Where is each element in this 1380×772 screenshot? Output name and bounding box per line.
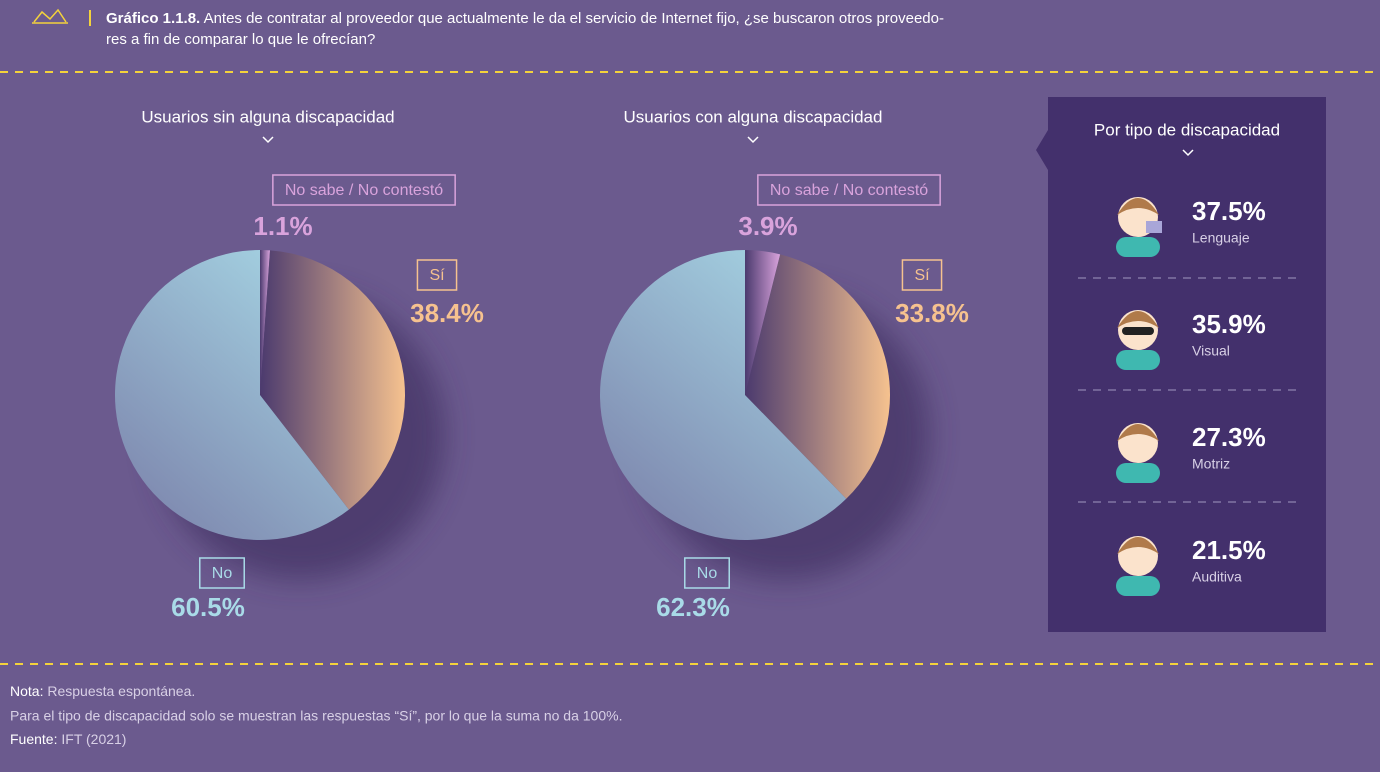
note: Nota: Respuesta espontánea. <box>10 683 195 699</box>
panel-value: 21.5% <box>1192 535 1266 565</box>
chevron <box>748 137 758 142</box>
panel-title: Por tipo de discapacidad <box>1094 120 1280 139</box>
value-label: 33.8% <box>895 298 969 328</box>
value-label: 3.9% <box>738 211 797 241</box>
source-label: Fuente: <box>10 731 57 747</box>
icon-body <box>1116 463 1160 483</box>
note-text: Respuesta espontánea. <box>47 683 195 699</box>
panel-label: Visual <box>1192 343 1230 359</box>
panel-value: 27.3% <box>1192 422 1266 452</box>
note-label: Nota: <box>10 683 43 699</box>
panel-label: Auditiva <box>1192 569 1242 585</box>
category-label: Sí <box>914 267 930 284</box>
page: Gráfico 1.1.8. Antes de contratar al pro… <box>0 0 1380 772</box>
panel-value: 37.5% <box>1192 196 1266 226</box>
icon-body <box>1116 576 1160 596</box>
note-line: Para el tipo de discapacidad solo se mue… <box>10 708 622 724</box>
panel-label: Lenguaje <box>1192 230 1250 246</box>
icon-body <box>1116 237 1160 257</box>
source: Fuente: IFT (2021) <box>10 731 126 747</box>
header-text2: res a fin de comparar lo que le ofrecían… <box>106 31 375 48</box>
category-label: No <box>212 565 233 582</box>
pie-title: Usuarios con alguna discapacidad <box>624 107 883 126</box>
header-icon <box>32 10 68 23</box>
header-line: Gráfico 1.1.8. Antes de contratar al pro… <box>106 10 944 27</box>
icon-body <box>1116 350 1160 370</box>
chevron <box>263 137 273 142</box>
category-label: No sabe / No contestó <box>285 182 443 199</box>
header-label: Gráfico 1.1.8. <box>106 10 200 27</box>
panel-label: Motriz <box>1192 456 1230 472</box>
value-label: 62.3% <box>656 592 730 622</box>
value-label: 1.1% <box>253 211 312 241</box>
category-label: No sabe / No contestó <box>770 182 928 199</box>
value-label: 60.5% <box>171 592 245 622</box>
panel-value: 35.9% <box>1192 309 1266 339</box>
header-text: Antes de contratar al proveedor que actu… <box>204 10 944 27</box>
icon-hand <box>1146 221 1162 233</box>
source-text: IFT (2021) <box>61 731 126 747</box>
category-label: Sí <box>429 267 445 284</box>
category-label: No <box>697 565 718 582</box>
value-label: 38.4% <box>410 298 484 328</box>
pie-title: Usuarios sin alguna discapacidad <box>141 107 394 126</box>
icon-glasses <box>1122 327 1154 335</box>
side-panel <box>1036 97 1326 632</box>
